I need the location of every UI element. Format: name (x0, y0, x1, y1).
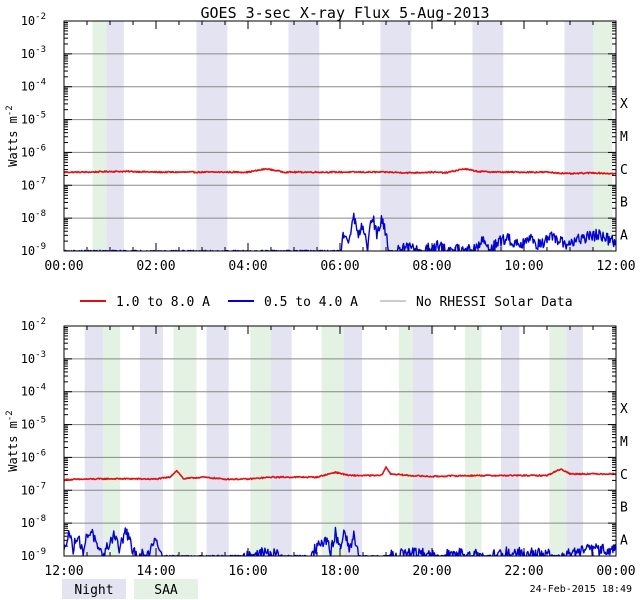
night-band (343, 326, 363, 556)
y-tick-label: 10-3 (21, 350, 46, 366)
flare-class-label: M (620, 130, 628, 145)
y-tick-label: 10-4 (21, 383, 46, 399)
night-band (501, 326, 520, 556)
night-band (206, 326, 229, 556)
saa-band (465, 326, 482, 556)
legend-label-no-rhessi: No RHESSI Solar Data (416, 295, 573, 310)
plot-lower-12-24: 10-2 10-3 10-4 10-5 10-6 10-7 10-8 10-9 X M C B A Wat… (5, 317, 636, 579)
x-tick-label: 22:00 (504, 564, 543, 579)
y-tick-label: 10-9 (21, 547, 46, 563)
saa-band (549, 326, 567, 556)
night-band (564, 21, 593, 251)
night-band (566, 326, 583, 556)
y-tick-label: 10-8 (21, 514, 46, 530)
x-tick-label: 12:00 (596, 259, 635, 274)
chart-title: GOES 3-sec X-ray Flux 5-Aug-2013 (201, 4, 490, 22)
y-tick-label: 10-9 (21, 242, 46, 258)
y-tick-label: 10-2 (21, 12, 46, 28)
flare-class-label: B (620, 501, 628, 516)
saa-band (398, 326, 413, 556)
series-group (64, 466, 616, 556)
saa-band (92, 21, 107, 251)
x-tick-label: 14:00 (136, 564, 175, 579)
y-tick-label: 10-7 (21, 176, 46, 192)
y-tick-label: 10-6 (21, 448, 46, 464)
saa-band (103, 326, 121, 556)
y-tick-label: 10-5 (21, 111, 46, 127)
x-tick-label: 00:00 (596, 564, 635, 579)
flare-class-label: M (620, 435, 628, 450)
night-key-swatch (62, 579, 126, 599)
x-tick-label: 18:00 (320, 564, 359, 579)
flare-class-label: X (620, 97, 628, 112)
x-tick-label: 02:00 (136, 259, 175, 274)
night-key-label: Night (74, 583, 113, 598)
night-band (412, 326, 434, 556)
x-tick-label: 10:00 (504, 259, 543, 274)
plot-frame (63, 325, 617, 557)
series-long-channel (64, 466, 616, 482)
x-tick-label: 00:00 (44, 259, 83, 274)
night-band (106, 21, 124, 251)
saa-key-swatch (134, 579, 198, 599)
x-tick-label: 08:00 (412, 259, 451, 274)
night-band (472, 21, 504, 251)
y-tick-label: 10-7 (21, 481, 46, 497)
y-axis-label: Watts m-2 (5, 410, 20, 471)
night-band (196, 21, 228, 251)
x-tick-label: 04:00 (228, 259, 267, 274)
series-legend: 1.0 to 8.0 A 0.5 to 4.0 A No RHESSI Sola… (80, 295, 573, 310)
x-tick-label: 12:00 (44, 564, 83, 579)
generated-timestamp: 24-Feb-2015 18:49 (530, 584, 632, 595)
saa-band (321, 326, 344, 556)
plot-frame (63, 20, 617, 252)
band-key: Night SAA (62, 579, 198, 599)
flare-class-label: B (620, 196, 628, 211)
y-tick-label: 10-4 (21, 78, 46, 94)
night-band (271, 326, 292, 556)
series-long-channel (64, 167, 616, 175)
legend-label-long-channel: 1.0 to 8.0 A (116, 295, 210, 310)
y-tick-label: 10-8 (21, 209, 46, 225)
x-tick-label: 16:00 (228, 564, 267, 579)
flare-class-label: A (620, 534, 628, 549)
x-tick-label: 20:00 (412, 564, 451, 579)
night-band (139, 326, 163, 556)
series-group (64, 167, 616, 251)
flare-class-label: C (620, 468, 628, 483)
flare-class-label: X (620, 402, 628, 417)
night-band (84, 326, 104, 556)
y-tick-label: 10-6 (21, 143, 46, 159)
y-tick-label: 10-3 (21, 45, 46, 61)
saa-band (250, 326, 271, 556)
night-band (288, 21, 320, 251)
y-axis-label: Watts m-2 (5, 105, 20, 166)
flare-class-label: C (620, 163, 628, 178)
saa-band (593, 21, 613, 251)
plot-upper-00-12: 10-2 10-3 10-4 10-5 10-6 10-7 10-8 10-9 X M C B A Wat… (5, 12, 636, 274)
y-tick-label: 10-2 (21, 317, 46, 333)
y-tick-label: 10-5 (21, 416, 46, 432)
legend-label-short-channel: 0.5 to 4.0 A (264, 295, 358, 310)
x-tick-label: 06:00 (320, 259, 359, 274)
saa-key-label: SAA (154, 583, 178, 598)
flare-class-label: A (620, 229, 628, 244)
night-band (380, 21, 412, 251)
saa-band (173, 326, 197, 556)
series-short-channel (64, 526, 616, 556)
